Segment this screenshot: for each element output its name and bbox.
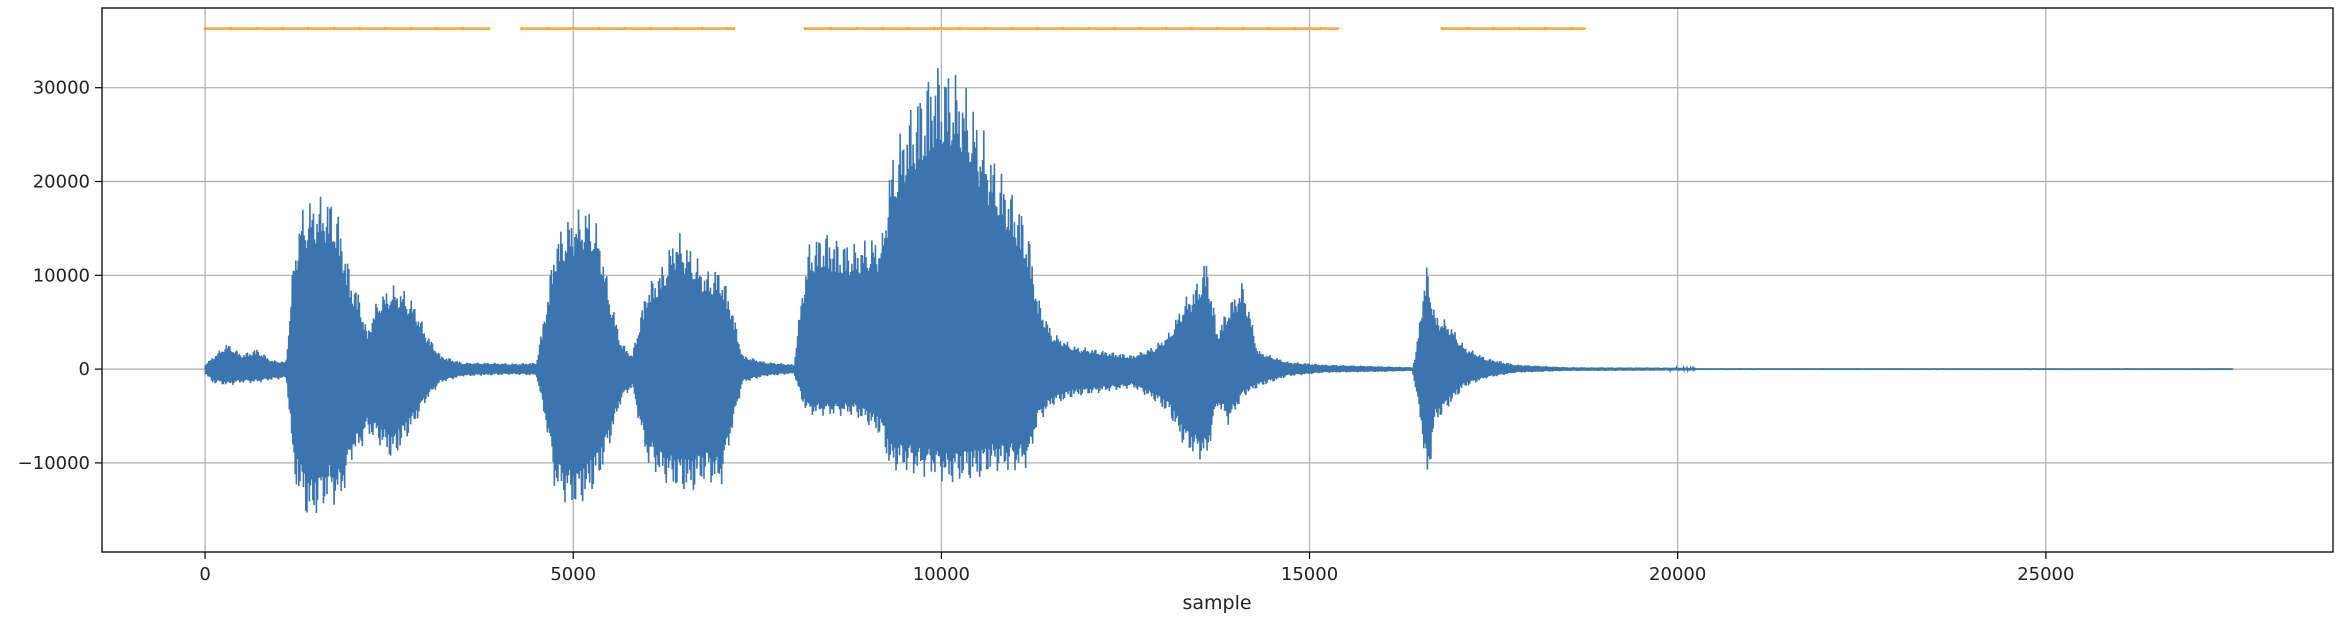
segment-point <box>1164 27 1168 31</box>
segment-point <box>983 27 988 31</box>
segment-point <box>409 27 413 31</box>
segment-point <box>597 27 601 31</box>
segment-point <box>1293 27 1297 31</box>
y-tick-label: 30000 <box>33 78 90 99</box>
segment-point <box>520 27 524 31</box>
x-axis-label: sample <box>1182 592 1251 614</box>
segment-point <box>486 27 491 31</box>
grid-lines <box>102 8 2333 552</box>
segment-point <box>648 27 653 31</box>
segment-point <box>1190 27 1194 31</box>
segment-point <box>229 27 233 31</box>
segment-point <box>383 27 388 31</box>
segment-point <box>700 27 704 31</box>
segment-point <box>1517 27 1521 31</box>
segment-point <box>358 27 362 31</box>
segment-point <box>461 27 465 31</box>
segment-point <box>1138 27 1142 31</box>
axis-ticks: 0 5000 10000 15000 20000 25000 −10000 0 10000 200… <box>18 78 2075 585</box>
x-tick-label: 5000 <box>550 564 596 585</box>
y-tick-label: 0 <box>79 359 90 380</box>
segment-point <box>1035 27 1039 31</box>
segment-point <box>906 27 910 31</box>
segment-point <box>1215 27 1220 31</box>
segment-point <box>280 27 284 31</box>
y-tick-label: 10000 <box>33 265 90 286</box>
y-tick-label: −10000 <box>18 453 90 474</box>
segment-point <box>332 27 336 31</box>
x-tick-label: 10000 <box>913 564 970 585</box>
x-tick-label: 15000 <box>1281 564 1338 585</box>
segment-point <box>1267 27 1271 31</box>
segment-point <box>1087 27 1091 31</box>
segment-point <box>1440 27 1444 31</box>
segment-point <box>958 27 962 31</box>
segment-point <box>880 27 885 31</box>
segment-point <box>571 27 575 31</box>
segment-point <box>855 27 859 31</box>
segment-point <box>932 27 936 31</box>
x-tick-label: 0 <box>199 564 210 585</box>
segment-point <box>1009 27 1013 31</box>
y-tick-label: 20000 <box>33 172 90 193</box>
waveform-line <box>204 68 2234 513</box>
plot-frame <box>101 7 2334 553</box>
segment-point <box>1492 27 1496 31</box>
segment-point <box>255 27 259 31</box>
segment-point <box>1569 27 1573 31</box>
segment-point <box>435 27 439 31</box>
plot-series <box>203 27 2234 513</box>
segment-point <box>306 27 310 31</box>
segment-point <box>1466 27 1470 31</box>
segment-point <box>1112 27 1117 31</box>
segment-point <box>726 27 730 31</box>
segment-point <box>545 27 550 31</box>
segment-point <box>1543 27 1547 31</box>
segment-point <box>1241 27 1245 31</box>
segment-point <box>1061 27 1065 31</box>
x-tick-label: 25000 <box>2017 564 2074 585</box>
segment-point <box>674 27 678 31</box>
segment-point <box>203 27 207 31</box>
segment-point <box>623 27 627 31</box>
segment-point <box>803 27 807 31</box>
segment-point <box>1318 27 1323 31</box>
segment-point <box>829 27 833 31</box>
x-tick-label: 20000 <box>1649 564 1706 585</box>
